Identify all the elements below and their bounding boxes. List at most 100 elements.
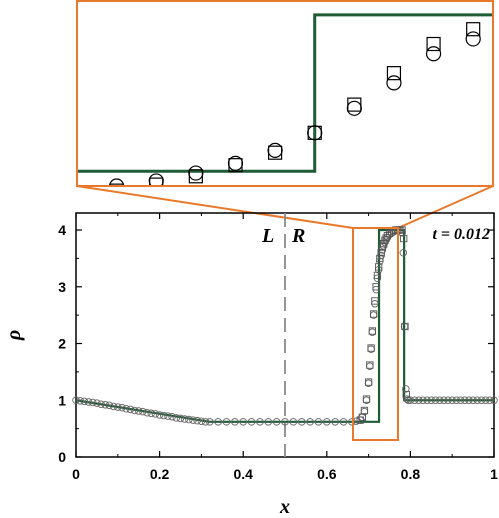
- data-point-circle: [239, 418, 247, 426]
- inset-exact-solution-line: [78, 13, 492, 173]
- data-point-circle: [168, 412, 176, 421]
- data-point-circle: [97, 400, 105, 408]
- inset-frame: [76, 0, 494, 187]
- data-point-circle: [134, 407, 143, 415]
- data-point-circle: [176, 414, 185, 423]
- data-point-circle: [84, 398, 93, 406]
- data-point-circle: [130, 406, 139, 415]
- data-point-circle: [427, 396, 436, 405]
- left-state-label: L: [261, 225, 274, 247]
- data-point-circle: [477, 396, 486, 405]
- inset-point-square: [307, 125, 322, 140]
- x-axis-label: x: [279, 496, 290, 518]
- data-point-circle: [189, 416, 197, 424]
- data-point-circle: [314, 418, 323, 426]
- data-point-circle: [469, 396, 477, 405]
- data-point-circle: [76, 397, 84, 405]
- inset-point-square: [267, 145, 283, 160]
- right-state-label: R: [291, 225, 305, 247]
- data-point-circle: [440, 396, 448, 405]
- data-point-square: [367, 344, 375, 352]
- inset-point-square: [347, 97, 362, 112]
- data-point-square: [373, 271, 382, 280]
- data-point-circle: [406, 396, 415, 405]
- exact-solution-line: [75, 228, 494, 423]
- inset-point-square: [228, 158, 243, 173]
- data-point-circle: [147, 409, 155, 418]
- data-point-circle: [348, 418, 356, 426]
- data-point-circle: [323, 418, 331, 426]
- data-point-circle: [281, 418, 289, 426]
- data-point-circle: [456, 396, 465, 405]
- data-point-circle: [206, 418, 214, 426]
- data-point-square: [376, 254, 384, 263]
- data-point-circle: [214, 418, 222, 426]
- x-tick-label: 0: [72, 466, 80, 482]
- data-point-circle: [460, 396, 469, 405]
- data-point-square: [364, 378, 373, 386]
- inset-point-square: [386, 66, 402, 81]
- zoom-connector-left: [76, 185, 354, 229]
- x-tick-label: 0.8: [401, 466, 421, 482]
- data-point-circle: [93, 399, 101, 407]
- data-point-circle: [490, 396, 498, 405]
- data-point-circle: [231, 418, 239, 426]
- inset-point-square: [466, 22, 481, 37]
- inset-point-circle: [465, 31, 481, 47]
- data-point-circle: [139, 407, 147, 416]
- data-point-circle: [80, 397, 89, 406]
- data-point-circle: [180, 415, 189, 423]
- y-tick-label: 1: [58, 392, 66, 408]
- data-point-circle: [126, 405, 135, 414]
- inset-point-square: [109, 183, 124, 185]
- data-point-circle: [88, 398, 97, 407]
- data-point-circle: [201, 418, 210, 426]
- data-point-circle: [72, 396, 80, 405]
- data-point-circle: [444, 396, 452, 405]
- data-point-circle: [448, 396, 456, 405]
- y-axis-label: ρ: [3, 330, 25, 341]
- y-tick-label: 0: [58, 449, 66, 465]
- data-point-circle: [431, 396, 440, 405]
- data-point-circle: [151, 410, 160, 418]
- data-point-circle: [306, 418, 314, 426]
- time-annotation: t = 0.012: [432, 226, 490, 243]
- data-point-circle: [465, 396, 473, 405]
- data-point-circle: [423, 396, 431, 405]
- data-point-circle: [402, 385, 410, 393]
- data-point-square: [371, 297, 379, 305]
- x-tick-label: 0.4: [233, 466, 253, 482]
- data-point-square: [360, 406, 369, 415]
- data-point-square: [400, 234, 408, 243]
- y-tick-label: 4: [58, 222, 66, 238]
- data-point-circle: [172, 414, 181, 422]
- inset-point-circle: [386, 75, 402, 91]
- data-point-circle: [435, 396, 444, 405]
- y-tick-label: 3: [58, 279, 66, 295]
- data-point-circle: [155, 411, 164, 419]
- data-point-circle: [105, 401, 114, 410]
- plot-frame: [75, 212, 495, 458]
- data-point-circle: [415, 396, 423, 405]
- data-point-circle: [403, 395, 411, 403]
- inset-point-circle: [109, 178, 125, 185]
- data-point-circle: [222, 418, 231, 426]
- data-point-circle: [247, 418, 256, 426]
- data-point-circle: [481, 396, 490, 405]
- data-point-square: [369, 310, 378, 318]
- x-tick-label: 0.6: [317, 466, 337, 482]
- data-point-circle: [197, 417, 206, 426]
- data-point-circle: [289, 418, 298, 426]
- data-point-circle: [264, 418, 273, 426]
- data-point-square: [366, 361, 374, 369]
- data-point-circle: [193, 416, 201, 425]
- data-point-circle: [297, 418, 306, 426]
- data-point-circle: [143, 408, 151, 417]
- data-point-square: [381, 236, 389, 244]
- data-point-square: [374, 263, 383, 271]
- zoom-inset: [76, 0, 494, 187]
- data-point-circle: [486, 396, 494, 405]
- main-plot: 0 0.2 0.4 0.6 0.8 1 0 1 2 3 4 L R t = 0.012 x ρ: [3, 212, 498, 518]
- data-point-circle: [118, 403, 126, 412]
